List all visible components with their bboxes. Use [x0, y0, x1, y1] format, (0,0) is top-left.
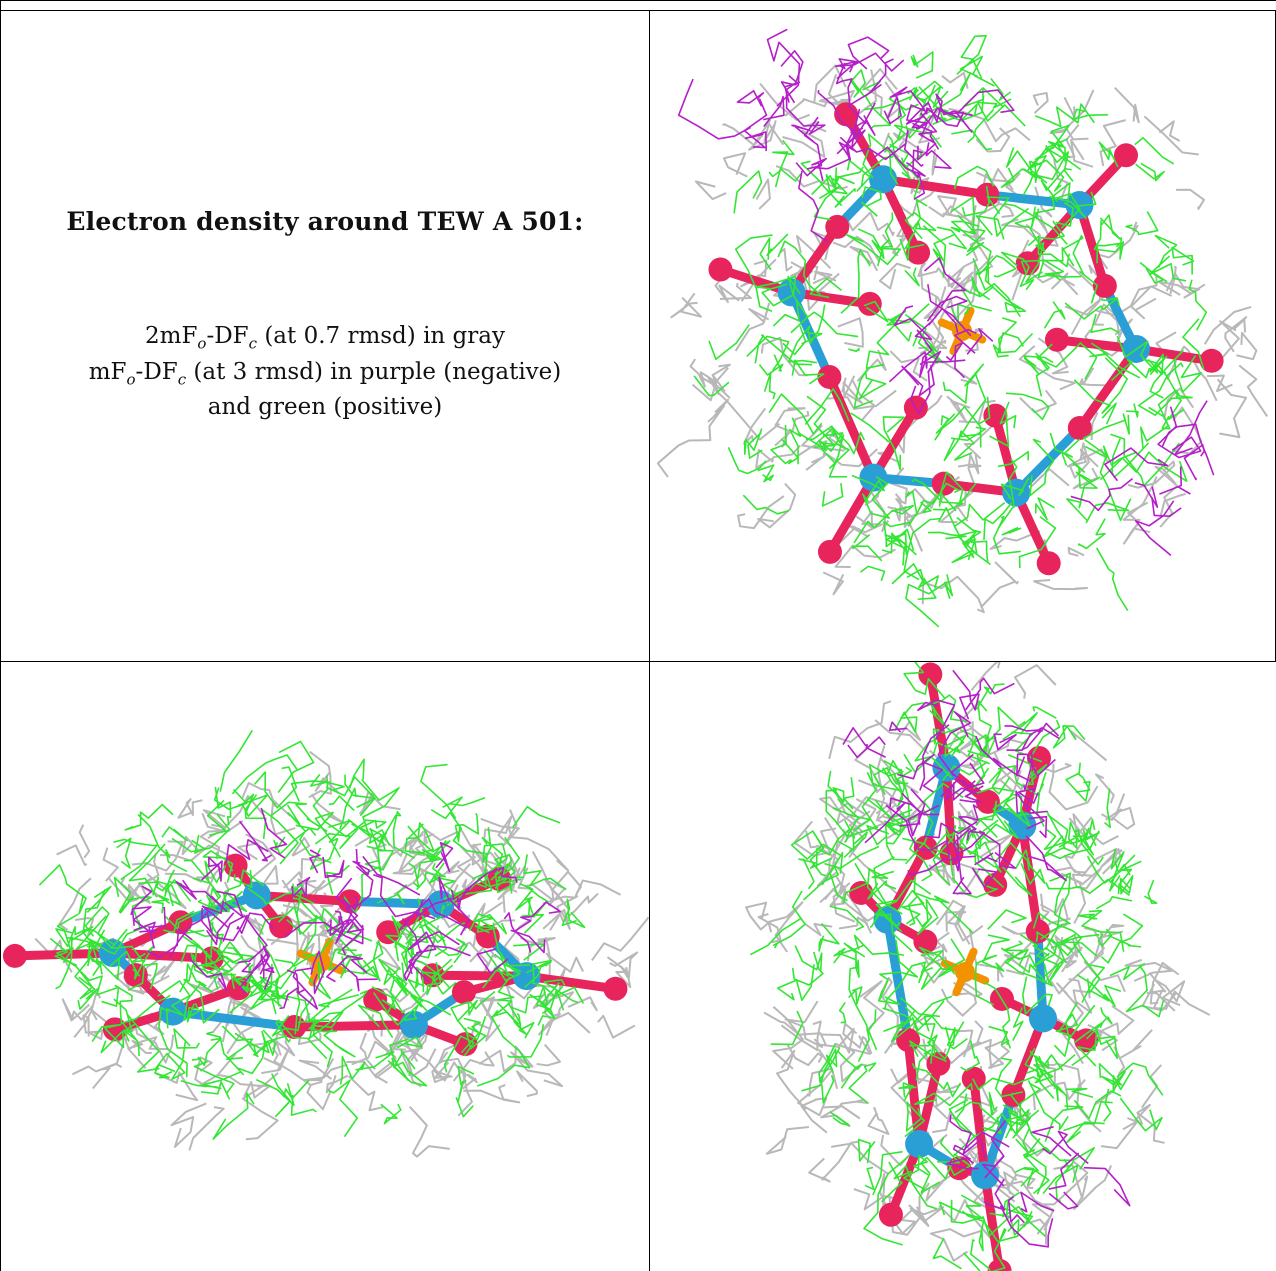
green-mesh-side [38, 729, 586, 1140]
density-render-top [656, 28, 1269, 628]
purple-mesh-side [130, 807, 561, 1010]
legend-line-green: and green (positive) [207, 394, 443, 420]
figure-title: Electron density around TEW A 501: [66, 207, 584, 236]
table-border-left [0, 10, 1, 1271]
green-mesh-top [693, 34, 1208, 628]
purple-mesh-top-b [888, 257, 994, 415]
purple-mesh-top-a [677, 28, 1015, 243]
legend-line-purple: mFo-DFc (at 3 rmsd) in purple (negative) [88, 359, 562, 389]
purple-mesh-top-c [1070, 400, 1215, 556]
legend-cell: Electron density around TEW A 501: 2mFo-… [1, 11, 649, 661]
purple-mesh-end-b [946, 1114, 1131, 1248]
green-mesh-end [749, 662, 1165, 1271]
density-render-side [2, 729, 649, 1158]
table-divider-vertical [649, 10, 650, 1271]
density-render-end [745, 662, 1211, 1271]
table-divider-horizontal [0, 661, 1276, 662]
legend-line-gray: 2mFo-DFc (at 0.7 rmsd) in gray [145, 323, 505, 353]
purple-mesh-end-a [842, 669, 1067, 895]
density-view-end [650, 662, 1275, 1271]
density-view-side [1, 662, 649, 1271]
table-border-top [0, 10, 1276, 11]
density-view-top [650, 11, 1275, 661]
